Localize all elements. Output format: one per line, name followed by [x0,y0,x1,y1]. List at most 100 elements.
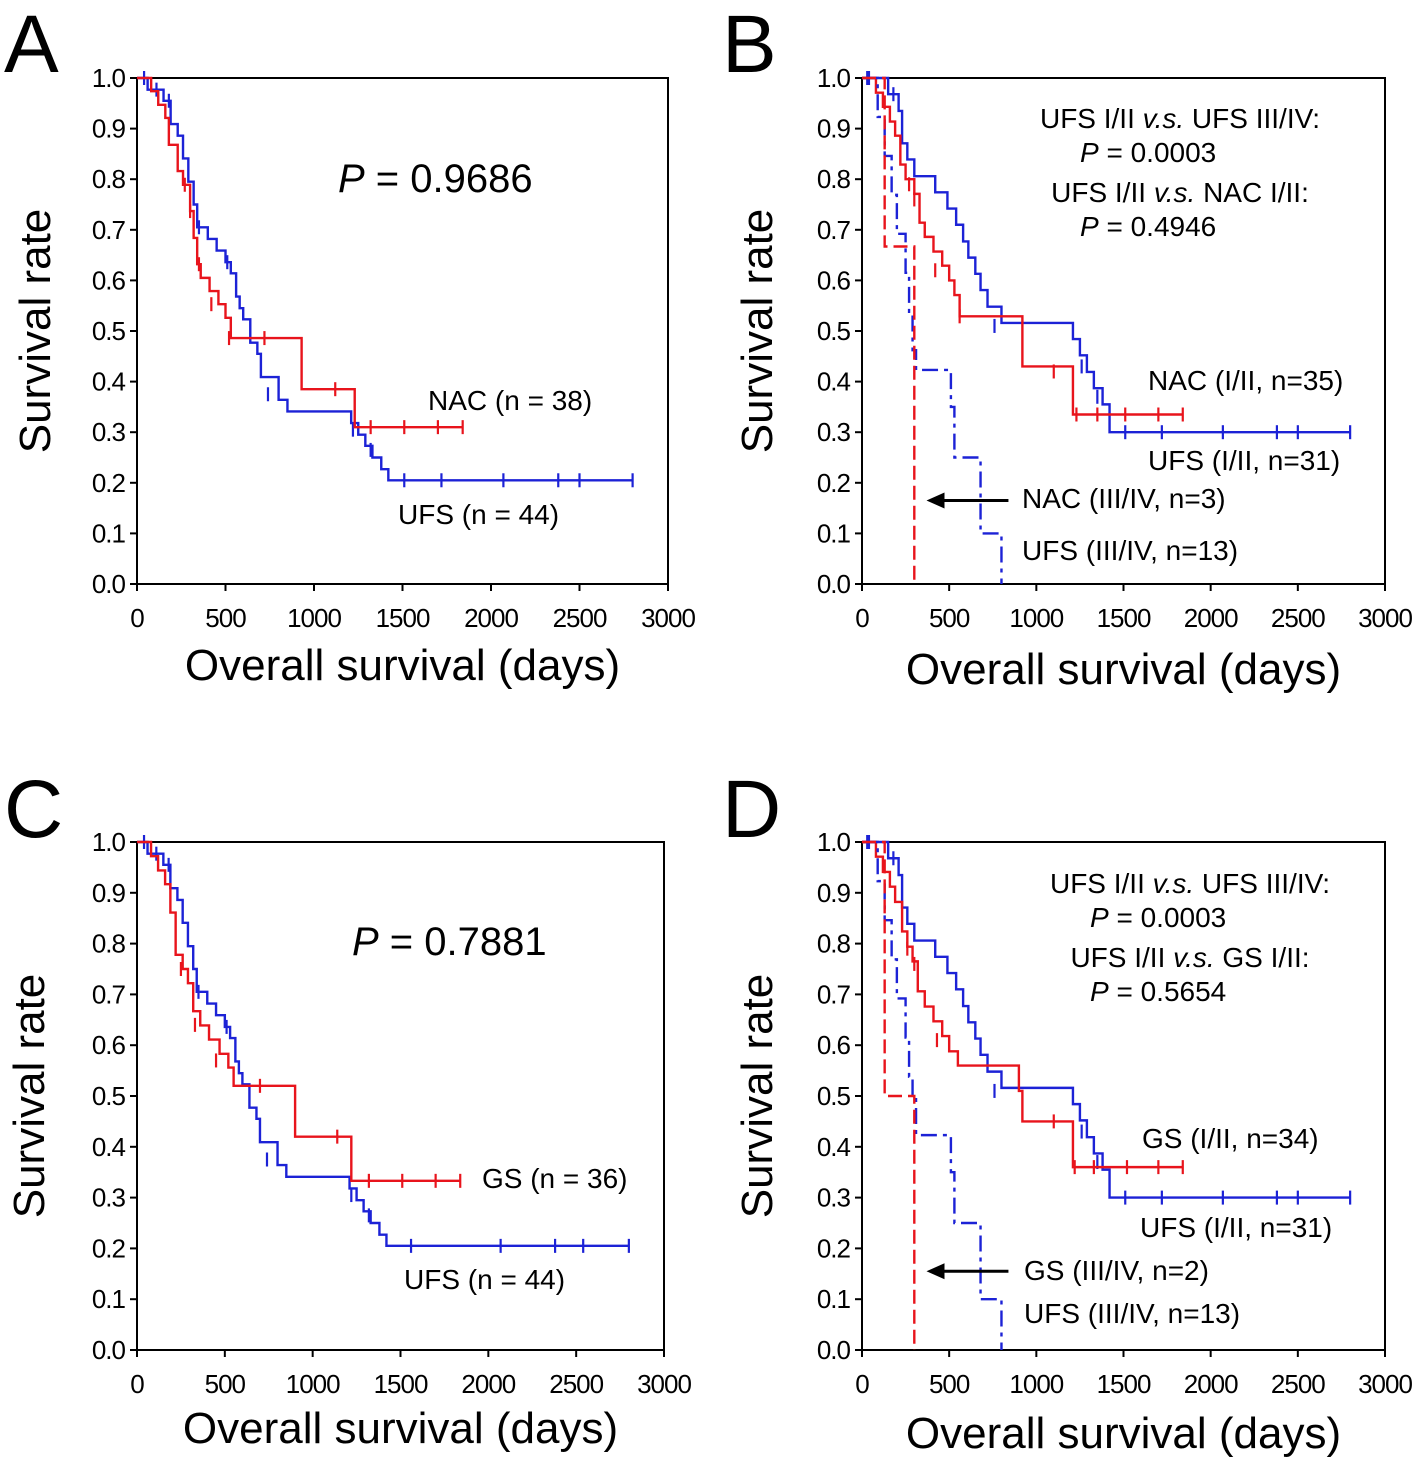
y-tick-label: 0.6 [92,1030,126,1060]
x-tick-label: 3000 [637,1369,691,1399]
x-tick-label: 1000 [287,603,341,633]
km-curve-gs-iii-iv [862,840,916,1350]
panel-d: D 0.0 0.1 0.2 0.3 0.4 0.5 0.6 0.7 0.8 0.9 1.0 0 500 10… [722,764,1413,1458]
y-tick-label: 1.0 [817,827,851,857]
x-tick-label: 1000 [286,1369,340,1399]
km-curve-gs [137,840,461,1183]
y-tick-label: 0.3 [92,417,126,447]
km-curve-ufs-iii-iv [862,76,1003,584]
y-tick-label: 0.7 [92,215,126,245]
x-tick-label: 1000 [1009,603,1063,633]
y-tick-label: 1.0 [817,63,851,93]
y-tick-label: 0.0 [92,1335,126,1365]
y-tick-label: 0.1 [92,518,126,548]
x-tick-label: 2500 [1271,1369,1325,1399]
arrow-head [926,492,945,509]
x-tick-label: 2000 [1184,1369,1238,1399]
y-axis-title: Survival rate [733,974,782,1219]
y-tick-label: 0.6 [817,1030,851,1060]
y-tick-label: 0.4 [817,367,851,397]
series-label: UFS (III/IV, n=13) [1022,535,1238,566]
x-tick-label: 1500 [1097,603,1151,633]
x-tick-label: 1500 [1097,1369,1151,1399]
panel-c: C 0.0 0.1 0.2 0.3 0.4 0.5 0.6 0.7 0.8 0.9 1.0 0 500 10… [4,764,692,1453]
series-label: UFS (I/II, n=31) [1148,445,1340,476]
y-tick-label: 0.3 [92,1183,126,1213]
y-tick-label: 1.0 [92,63,126,93]
x-tick-label: 0 [130,603,144,633]
y-tick-label: 0.0 [92,569,126,599]
series-label: NAC (I/II, n=35) [1148,365,1343,396]
km-curve-nac [137,76,463,429]
x-tick-label: 500 [929,603,970,633]
y-tick-label: 0.9 [92,878,126,908]
km-curve-ufs-i-ii [862,840,1351,1199]
km-curve-nac-i-ii [862,76,1183,416]
panel-a: A 0.0 0.1 0.2 0.3 0.4 0.5 0.6 0.7 0.8 0.9 1.0 0 500 10… [4,0,696,690]
y-tick-label: 0.0 [817,569,851,599]
comparison-text: UFS I/II v.s. GS I/II: [1070,942,1309,973]
x-tick-label: 3000 [1358,603,1412,633]
x-axis-title: Overall survival (days) [183,1404,618,1453]
y-tick-label: 0.9 [817,114,851,144]
y-tick-label: 0.7 [92,979,126,1009]
series-label: GS (n = 36) [482,1163,628,1194]
x-tick-label: 0 [855,603,869,633]
panel-b: B 0.0 0.1 0.2 0.3 0.4 0.5 0.6 0.7 0.8 0.9 1.0 0 500 10… [722,0,1413,694]
y-tick-label: 0.1 [92,1284,126,1314]
y-tick-label: 0.2 [817,1233,851,1263]
x-axis-title: Overall survival (days) [185,641,620,690]
comparison-text: UFS I/II v.s. UFS III/IV: [1040,103,1320,134]
comparison-text: UFS I/II v.s. NAC I/II: [1051,177,1309,208]
y-tick-label: 0.7 [817,215,851,245]
y-tick-label: 0.3 [817,417,851,447]
y-tick-label: 0.5 [817,1081,851,1111]
comparison-text: UFS I/II v.s. UFS III/IV: [1050,868,1330,899]
x-tick-label: 500 [929,1369,970,1399]
y-tick-label: 0.4 [92,367,126,397]
series-label: GS (I/II, n=34) [1142,1123,1319,1154]
p-value: P = 0.9686 [338,157,533,201]
x-tick-label: 1000 [1009,1369,1063,1399]
km-curve-ufs [137,840,629,1248]
x-tick-label: 500 [205,603,246,633]
y-tick-label: 0.8 [92,929,126,959]
x-tick-label: 1500 [374,1369,428,1399]
x-tick-label: 1500 [376,603,430,633]
x-tick-label: 2000 [1184,603,1238,633]
y-tick-label: 0.5 [92,316,126,346]
x-tick-label: 2000 [464,603,518,633]
km-curve-ufs [137,76,633,482]
panel-letter: B [722,0,777,90]
y-tick-label: 0.2 [92,1233,126,1263]
x-tick-label: 2500 [549,1369,603,1399]
panel-letter: D [722,764,781,855]
series-label: UFS (n = 44) [404,1264,565,1295]
y-tick-label: 0.4 [817,1132,851,1162]
x-tick-label: 0 [855,1369,869,1399]
x-tick-label: 2000 [461,1369,515,1399]
arrow-head [926,1263,945,1280]
y-axis-title: Survival rate [5,974,54,1219]
km-curve-ufs-iii-iv [862,840,1003,1350]
p-value: P = 0.4946 [1080,211,1216,242]
p-value: P = 0.0003 [1090,902,1226,933]
x-tick-label: 3000 [641,603,695,633]
x-axis-title: Overall survival (days) [906,1409,1341,1458]
y-tick-label: 0.8 [817,929,851,959]
panel-letter: A [4,0,59,90]
y-tick-label: 1.0 [92,827,126,857]
series-label: UFS (III/IV, n=13) [1024,1298,1240,1329]
y-tick-label: 0.0 [817,1335,851,1365]
y-tick-label: 0.9 [817,878,851,908]
y-tick-label: 0.3 [817,1183,851,1213]
p-value: P = 0.5654 [1090,976,1226,1007]
x-tick-label: 500 [205,1369,246,1399]
p-value: P = 0.7881 [352,920,547,964]
y-axis-title: Survival rate [11,209,60,454]
x-tick-label: 2500 [553,603,607,633]
x-axis-title: Overall survival (days) [906,645,1341,694]
series-label: NAC (n = 38) [428,385,592,416]
y-tick-label: 0.6 [817,265,851,295]
